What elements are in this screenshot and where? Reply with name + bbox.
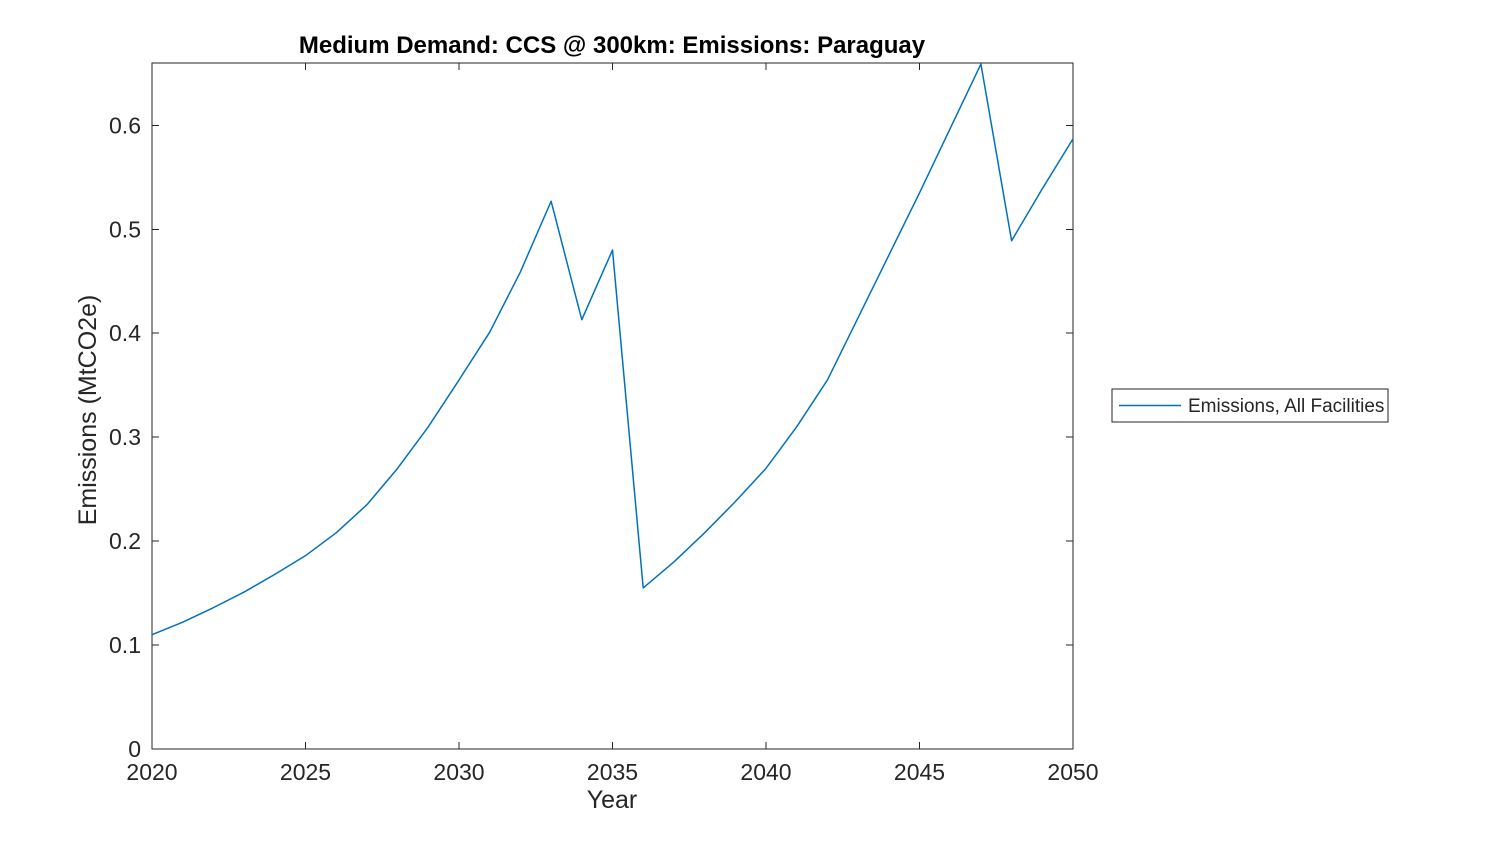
plot-area-border bbox=[151, 62, 1074, 750]
y-tick-label: 0.6 bbox=[109, 112, 141, 138]
y-tick-label: 0.5 bbox=[109, 216, 141, 242]
x-tick-label: 2040 bbox=[740, 759, 791, 785]
x-tick-label: 2045 bbox=[894, 759, 945, 785]
y-tick-label: 0.2 bbox=[109, 528, 141, 554]
x-tick-label: 2050 bbox=[1047, 759, 1098, 785]
y-tick-label: 0 bbox=[128, 736, 141, 762]
x-tick-label: 2035 bbox=[587, 759, 638, 785]
series-group bbox=[151, 63, 1074, 636]
y-tick-label: 0.4 bbox=[109, 320, 141, 346]
x-axis-label: Year bbox=[587, 786, 638, 814]
axis-ticks: 2020 2025 2030 2035 2040 2045 2050 0 0.1 0.2 0.3 0.… bbox=[109, 63, 1099, 785]
y-tick-label: 0.3 bbox=[109, 424, 141, 450]
y-tick-label: 0.1 bbox=[109, 632, 141, 658]
chart-title: Medium Demand: CCS @ 300km: Emissions: P… bbox=[299, 32, 926, 59]
legend: Emissions, All Facilities bbox=[1111, 388, 1389, 423]
y-axis-label: Emissions (MtCO2e) bbox=[74, 295, 102, 526]
x-tick-label: 2025 bbox=[280, 759, 331, 785]
x-tick-label: 2020 bbox=[126, 759, 177, 785]
x-tick-label: 2030 bbox=[433, 759, 484, 785]
emissions-series-line bbox=[151, 63, 1074, 636]
legend-label: Emissions, All Facilities bbox=[1188, 396, 1384, 417]
